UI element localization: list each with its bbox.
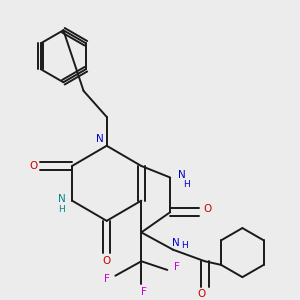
Text: F: F — [104, 274, 110, 284]
Text: N: N — [58, 194, 66, 204]
Text: F: F — [141, 286, 147, 297]
Text: H: H — [181, 241, 188, 250]
Text: H: H — [183, 180, 190, 189]
Text: O: O — [103, 256, 111, 266]
Text: H: H — [58, 205, 65, 214]
Text: N: N — [178, 169, 186, 180]
Text: O: O — [198, 290, 206, 299]
Text: O: O — [204, 204, 212, 214]
Text: N: N — [172, 238, 180, 248]
Text: O: O — [29, 161, 37, 171]
Text: N: N — [96, 134, 103, 143]
Text: F: F — [175, 262, 180, 272]
